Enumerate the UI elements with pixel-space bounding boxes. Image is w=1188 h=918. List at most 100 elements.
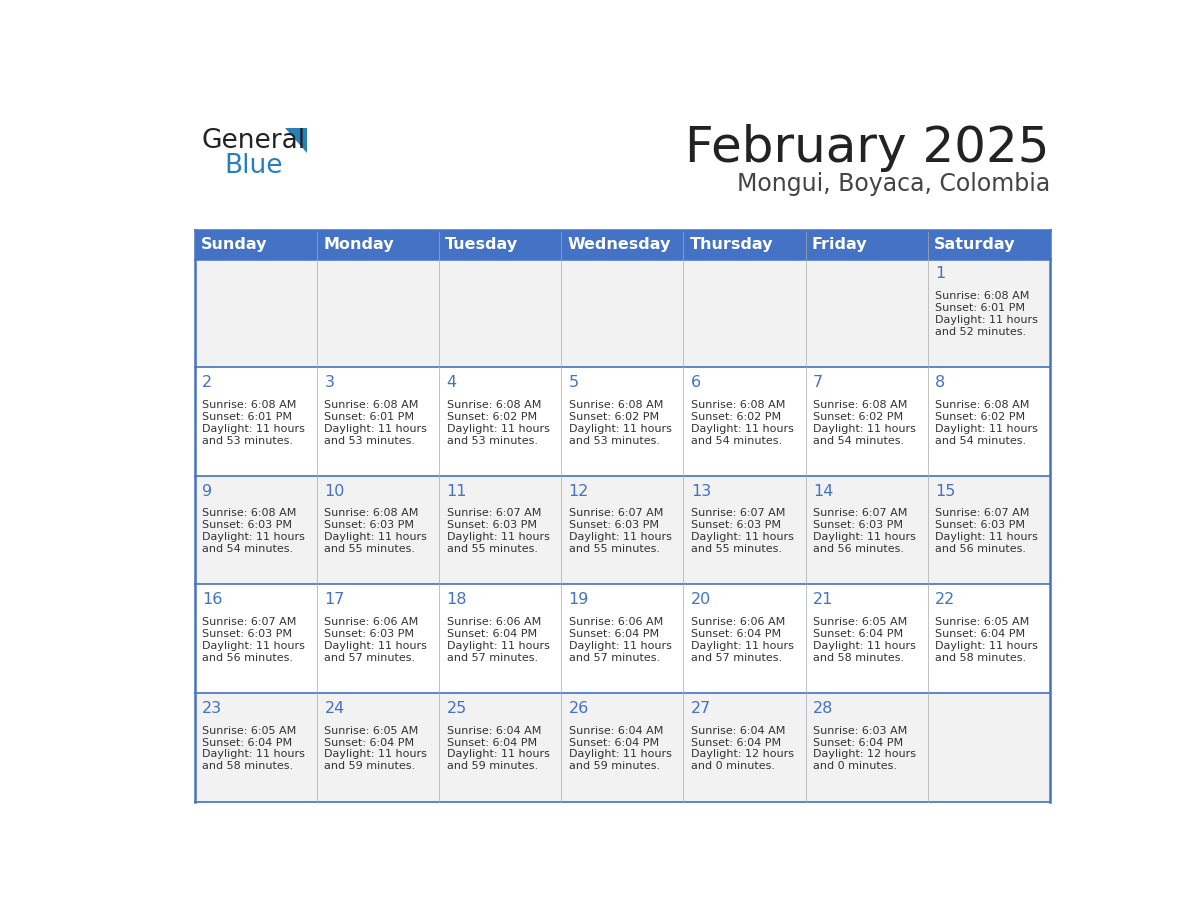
Text: and 54 minutes.: and 54 minutes.	[935, 436, 1026, 446]
Text: Sunrise: 6:08 AM: Sunrise: 6:08 AM	[569, 400, 663, 410]
Text: Sunset: 6:02 PM: Sunset: 6:02 PM	[813, 412, 903, 422]
Text: Sunrise: 6:07 AM: Sunrise: 6:07 AM	[202, 617, 297, 627]
Text: Daylight: 12 hours: Daylight: 12 hours	[690, 749, 794, 759]
Text: Sunset: 6:04 PM: Sunset: 6:04 PM	[202, 737, 292, 747]
Text: Sunset: 6:01 PM: Sunset: 6:01 PM	[935, 303, 1025, 313]
Text: Blue: Blue	[225, 153, 283, 179]
Text: 20: 20	[690, 592, 712, 607]
Text: Daylight: 11 hours: Daylight: 11 hours	[324, 424, 428, 434]
Text: Sunset: 6:03 PM: Sunset: 6:03 PM	[690, 521, 781, 531]
Text: and 56 minutes.: and 56 minutes.	[202, 653, 293, 663]
Text: Sunrise: 6:08 AM: Sunrise: 6:08 AM	[935, 291, 1030, 301]
Text: Daylight: 11 hours: Daylight: 11 hours	[202, 532, 305, 543]
Text: Sunset: 6:02 PM: Sunset: 6:02 PM	[447, 412, 537, 422]
Text: Sunset: 6:03 PM: Sunset: 6:03 PM	[569, 521, 658, 531]
Bar	[195, 693, 1050, 801]
Text: and 56 minutes.: and 56 minutes.	[935, 544, 1026, 554]
Text: Daylight: 11 hours: Daylight: 11 hours	[324, 641, 428, 651]
Text: 18: 18	[447, 592, 467, 607]
Text: 25: 25	[447, 700, 467, 716]
Bar	[195, 259, 1050, 367]
Text: 17: 17	[324, 592, 345, 607]
Text: and 54 minutes.: and 54 minutes.	[202, 544, 293, 554]
Text: Sunrise: 6:05 AM: Sunrise: 6:05 AM	[813, 617, 908, 627]
Text: Daylight: 11 hours: Daylight: 11 hours	[813, 424, 916, 434]
Text: Sunrise: 6:04 AM: Sunrise: 6:04 AM	[690, 725, 785, 735]
Text: and 55 minutes.: and 55 minutes.	[447, 544, 537, 554]
Text: and 53 minutes.: and 53 minutes.	[447, 436, 537, 446]
Text: and 59 minutes.: and 59 minutes.	[447, 761, 538, 771]
Text: Sunrise: 6:08 AM: Sunrise: 6:08 AM	[935, 400, 1030, 410]
Text: Daylight: 11 hours: Daylight: 11 hours	[447, 532, 549, 543]
Text: Sunrise: 6:06 AM: Sunrise: 6:06 AM	[569, 617, 663, 627]
Text: and 57 minutes.: and 57 minutes.	[324, 653, 416, 663]
Text: Daylight: 11 hours: Daylight: 11 hours	[324, 749, 428, 759]
Text: and 55 minutes.: and 55 minutes.	[569, 544, 659, 554]
Text: and 53 minutes.: and 53 minutes.	[324, 436, 416, 446]
Text: Sunrise: 6:03 AM: Sunrise: 6:03 AM	[813, 725, 908, 735]
Text: Sunrise: 6:07 AM: Sunrise: 6:07 AM	[569, 509, 663, 519]
Bar	[195, 230, 1050, 259]
Text: Sunset: 6:01 PM: Sunset: 6:01 PM	[202, 412, 292, 422]
Text: and 52 minutes.: and 52 minutes.	[935, 327, 1026, 337]
Text: Sunrise: 6:08 AM: Sunrise: 6:08 AM	[202, 509, 297, 519]
Text: 23: 23	[202, 700, 222, 716]
Text: Daylight: 11 hours: Daylight: 11 hours	[447, 424, 549, 434]
Text: Sunrise: 6:05 AM: Sunrise: 6:05 AM	[202, 725, 297, 735]
Text: Sunrise: 6:07 AM: Sunrise: 6:07 AM	[447, 509, 541, 519]
Text: 8: 8	[935, 375, 946, 390]
Text: February 2025: February 2025	[685, 124, 1050, 172]
Text: and 57 minutes.: and 57 minutes.	[690, 653, 782, 663]
Bar	[195, 367, 1050, 476]
Text: Daylight: 11 hours: Daylight: 11 hours	[690, 532, 794, 543]
Text: Sunset: 6:03 PM: Sunset: 6:03 PM	[324, 629, 415, 639]
Text: 12: 12	[569, 484, 589, 498]
Text: 5: 5	[569, 375, 579, 390]
Polygon shape	[285, 128, 307, 152]
Text: Tuesday: Tuesday	[446, 237, 518, 252]
Text: Daylight: 11 hours: Daylight: 11 hours	[813, 532, 916, 543]
Text: and 54 minutes.: and 54 minutes.	[813, 436, 904, 446]
Text: Daylight: 11 hours: Daylight: 11 hours	[569, 749, 671, 759]
Text: Sunrise: 6:08 AM: Sunrise: 6:08 AM	[202, 400, 297, 410]
Text: 11: 11	[447, 484, 467, 498]
Text: Saturday: Saturday	[934, 237, 1016, 252]
Text: and 55 minutes.: and 55 minutes.	[690, 544, 782, 554]
Text: Daylight: 11 hours: Daylight: 11 hours	[935, 315, 1038, 325]
Text: Sunrise: 6:04 AM: Sunrise: 6:04 AM	[447, 725, 541, 735]
Text: 22: 22	[935, 592, 955, 607]
Text: Sunrise: 6:05 AM: Sunrise: 6:05 AM	[324, 725, 418, 735]
Text: Daylight: 11 hours: Daylight: 11 hours	[202, 641, 305, 651]
Text: and 53 minutes.: and 53 minutes.	[569, 436, 659, 446]
Text: 6: 6	[690, 375, 701, 390]
Text: Thursday: Thursday	[689, 237, 773, 252]
Text: and 58 minutes.: and 58 minutes.	[813, 653, 904, 663]
Text: Daylight: 11 hours: Daylight: 11 hours	[935, 424, 1038, 434]
Text: Sunrise: 6:08 AM: Sunrise: 6:08 AM	[324, 400, 419, 410]
Text: Daylight: 11 hours: Daylight: 11 hours	[202, 424, 305, 434]
Text: 27: 27	[690, 700, 712, 716]
Text: and 54 minutes.: and 54 minutes.	[690, 436, 782, 446]
Text: and 59 minutes.: and 59 minutes.	[569, 761, 659, 771]
Text: and 0 minutes.: and 0 minutes.	[690, 761, 775, 771]
Text: Sunset: 6:02 PM: Sunset: 6:02 PM	[935, 412, 1025, 422]
Text: 1: 1	[935, 266, 946, 282]
Text: Sunset: 6:03 PM: Sunset: 6:03 PM	[202, 521, 292, 531]
Text: Daylight: 11 hours: Daylight: 11 hours	[935, 532, 1038, 543]
Text: Sunset: 6:04 PM: Sunset: 6:04 PM	[813, 737, 903, 747]
Text: 21: 21	[813, 592, 833, 607]
Text: 4: 4	[447, 375, 456, 390]
Text: Sunset: 6:04 PM: Sunset: 6:04 PM	[447, 629, 537, 639]
Text: Sunset: 6:03 PM: Sunset: 6:03 PM	[813, 521, 903, 531]
Text: Sunset: 6:04 PM: Sunset: 6:04 PM	[813, 629, 903, 639]
Bar	[195, 585, 1050, 693]
Text: Wednesday: Wednesday	[568, 237, 671, 252]
Text: Daylight: 11 hours: Daylight: 11 hours	[447, 641, 549, 651]
Text: Sunrise: 6:08 AM: Sunrise: 6:08 AM	[447, 400, 541, 410]
Text: 19: 19	[569, 592, 589, 607]
Text: and 57 minutes.: and 57 minutes.	[569, 653, 659, 663]
Text: 15: 15	[935, 484, 955, 498]
Text: Sunset: 6:03 PM: Sunset: 6:03 PM	[324, 521, 415, 531]
Text: Sunset: 6:02 PM: Sunset: 6:02 PM	[569, 412, 659, 422]
Text: Daylight: 11 hours: Daylight: 11 hours	[690, 424, 794, 434]
